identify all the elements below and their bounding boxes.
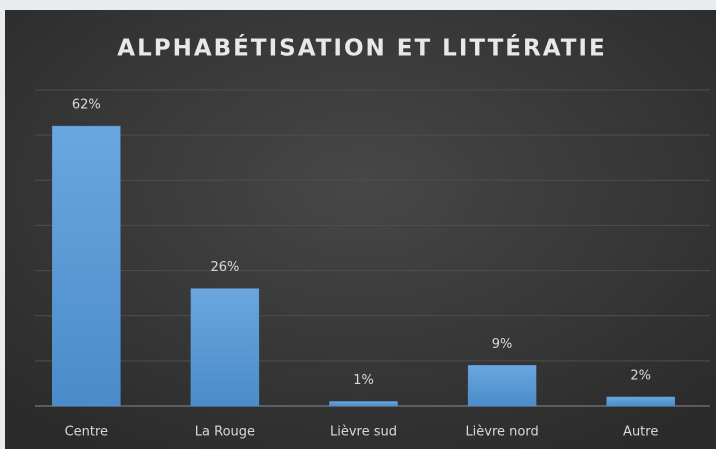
chart-background: [5, 10, 716, 449]
x-tick-label: La Rouge: [195, 425, 255, 440]
bar: [329, 401, 398, 407]
bar: [190, 288, 260, 407]
value-label: 2%: [630, 368, 651, 383]
x-tick-label: Lièvre sud: [330, 425, 397, 440]
x-tick-label: Centre: [65, 425, 108, 440]
bar: [606, 396, 675, 407]
chart-title: ALPHABÉTISATION ET LITTÉRATIE: [117, 34, 606, 62]
bar: [52, 125, 121, 407]
x-tick-label: Lièvre nord: [465, 425, 538, 440]
value-label: 26%: [210, 260, 239, 275]
x-tick-label: Autre: [623, 425, 658, 440]
value-label: 1%: [353, 373, 374, 388]
value-label: 9%: [492, 337, 513, 352]
bar: [467, 365, 537, 407]
value-label: 62%: [72, 98, 101, 113]
